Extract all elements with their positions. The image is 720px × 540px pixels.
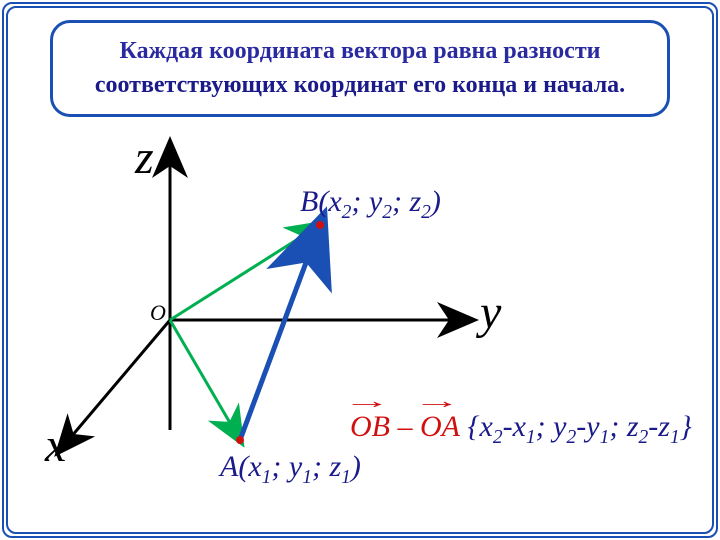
formula-minus: – bbox=[398, 410, 421, 443]
formula-OB: OB bbox=[350, 410, 390, 443]
axis-x-label: x bbox=[45, 418, 66, 473]
origin-label: O bbox=[150, 300, 166, 326]
vector-AB bbox=[240, 225, 320, 440]
point-B-name: B bbox=[300, 185, 318, 218]
point-B-label: B(x2; y2; z2) bbox=[300, 185, 441, 224]
formula-coords: {x2-x1; y2-y1; z2-z1} bbox=[468, 410, 692, 443]
point-A-label: A(x1; y1; z1) bbox=[220, 450, 361, 489]
point-A-name: A bbox=[220, 450, 238, 483]
arrow-over-OA: → bbox=[413, 388, 461, 414]
point-A-dot bbox=[236, 436, 244, 444]
vector-OB bbox=[170, 225, 320, 320]
point-A-coords: (x1; y1; z1) bbox=[238, 450, 361, 483]
axis-y-label: y bbox=[480, 285, 501, 340]
formula: → OB – → OA {x2-x1; y2-y1; z2-z1} bbox=[350, 410, 692, 449]
axis-z-label: z bbox=[135, 130, 154, 185]
point-B-coords: (x2; y2; z2) bbox=[318, 185, 441, 218]
axis-x-line bbox=[60, 320, 170, 450]
vector-OA bbox=[170, 320, 240, 440]
formula-OA: OA bbox=[420, 410, 460, 443]
arrow-over-OB: → bbox=[343, 388, 391, 414]
